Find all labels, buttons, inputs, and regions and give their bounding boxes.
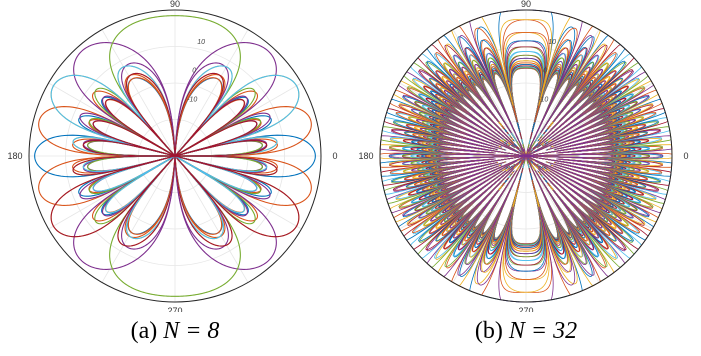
angle-tick-a-0: 0 [332, 151, 337, 161]
beam-pattern-b-25-0 [403, 54, 649, 258]
beam-pattern-a-6-0 [50, 72, 300, 247]
radial-tick-b-2: -10 [538, 96, 548, 103]
caption-b-math: N = 32 [508, 318, 578, 344]
polar-chart-b: 0 90 180 270 10 0 -10 [358, 0, 688, 312]
radial-tick-a-2: -10 [187, 96, 197, 103]
angle-tick-b-0: 0 [683, 151, 688, 161]
beam-pattern-b-24-0 [398, 57, 654, 255]
radial-tick-b-0: 10 [548, 39, 556, 46]
caption-b: (b) N = 32 [351, 318, 701, 345]
beam-pattern-b-26-0 [410, 51, 642, 261]
polar-chart-a: 0 90 180 270 10 0 -10 [7, 0, 337, 312]
angle-tick-b-180: 180 [358, 151, 373, 161]
angle-tick-a-90: 90 [170, 0, 180, 9]
caption-a-math: N = 8 [163, 318, 220, 344]
radial-tick-a-1: 0 [192, 68, 196, 75]
caption-a: (a) N = 8 [0, 318, 350, 345]
angle-tick-a-270: 270 [167, 306, 182, 312]
angle-tick-b-270: 270 [518, 306, 533, 312]
beam-pattern-b-31-0 [437, 9, 615, 303]
caption-a-prefix: (a) [130, 318, 158, 344]
caption-b-prefix: (b) [474, 318, 503, 344]
radial-tick-b-1: 0 [543, 68, 547, 75]
beam-pattern-b-28-0 [426, 34, 626, 272]
outer-circle-a [28, 9, 322, 303]
angle-tick-a-180: 180 [7, 151, 22, 161]
chart-panel-b: 0 90 180 270 10 0 -10 (b) N = 32 [351, 0, 701, 356]
beam-pattern-b-27-0 [417, 44, 635, 266]
radial-tick-a-0: 10 [197, 39, 205, 46]
angle-tick-b-90: 90 [521, 0, 531, 9]
chart-panel-a: 0 90 180 270 10 0 -10 (a) N = 8 [0, 0, 350, 356]
outer-circle-b [379, 9, 673, 303]
